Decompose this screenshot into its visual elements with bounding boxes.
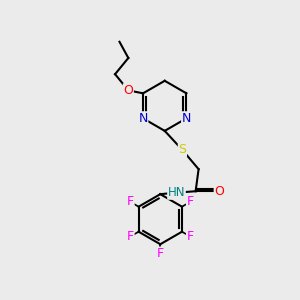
Text: N: N: [182, 112, 191, 125]
Text: F: F: [127, 196, 134, 208]
Text: F: F: [187, 196, 194, 208]
Text: F: F: [157, 247, 164, 260]
Text: HN: HN: [168, 186, 185, 199]
Text: F: F: [187, 230, 194, 243]
Text: O: O: [123, 84, 133, 97]
Text: O: O: [214, 185, 224, 198]
Text: S: S: [178, 143, 186, 157]
Text: N: N: [138, 112, 148, 125]
Text: F: F: [127, 230, 134, 243]
